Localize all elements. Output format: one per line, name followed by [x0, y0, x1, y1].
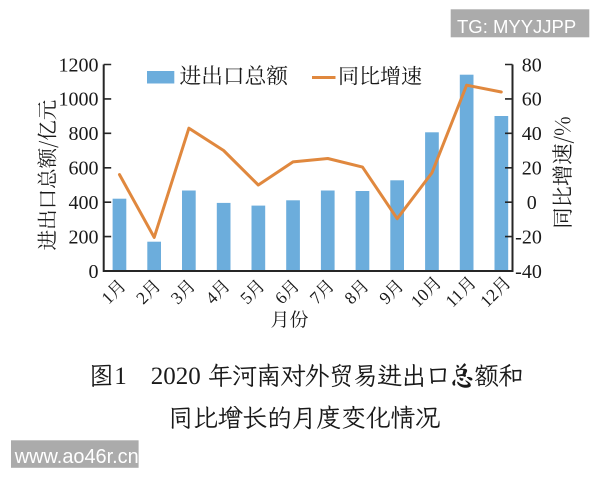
svg-text:20: 20: [522, 158, 542, 180]
svg-text:60: 60: [522, 89, 542, 111]
svg-text:400: 400: [69, 192, 99, 214]
svg-text:40: 40: [522, 123, 542, 145]
svg-text:TG: MYYJJPP: TG: MYYJJPP: [457, 16, 576, 37]
svg-text:-20: -20: [515, 226, 542, 248]
svg-text:600: 600: [69, 158, 99, 180]
svg-text:1: 1: [114, 363, 127, 390]
svg-text:1200: 1200: [59, 54, 99, 76]
svg-text:200: 200: [69, 226, 99, 248]
svg-text:1000: 1000: [59, 89, 99, 111]
svg-text:www.ao46r.cn: www.ao46r.cn: [14, 446, 139, 468]
svg-text:0: 0: [527, 192, 537, 214]
svg-text:80: 80: [522, 54, 542, 76]
svg-text:800: 800: [69, 123, 99, 145]
svg-text:0: 0: [89, 261, 99, 283]
svg-text:-40: -40: [515, 261, 542, 283]
svg-text:2020: 2020: [151, 363, 201, 390]
